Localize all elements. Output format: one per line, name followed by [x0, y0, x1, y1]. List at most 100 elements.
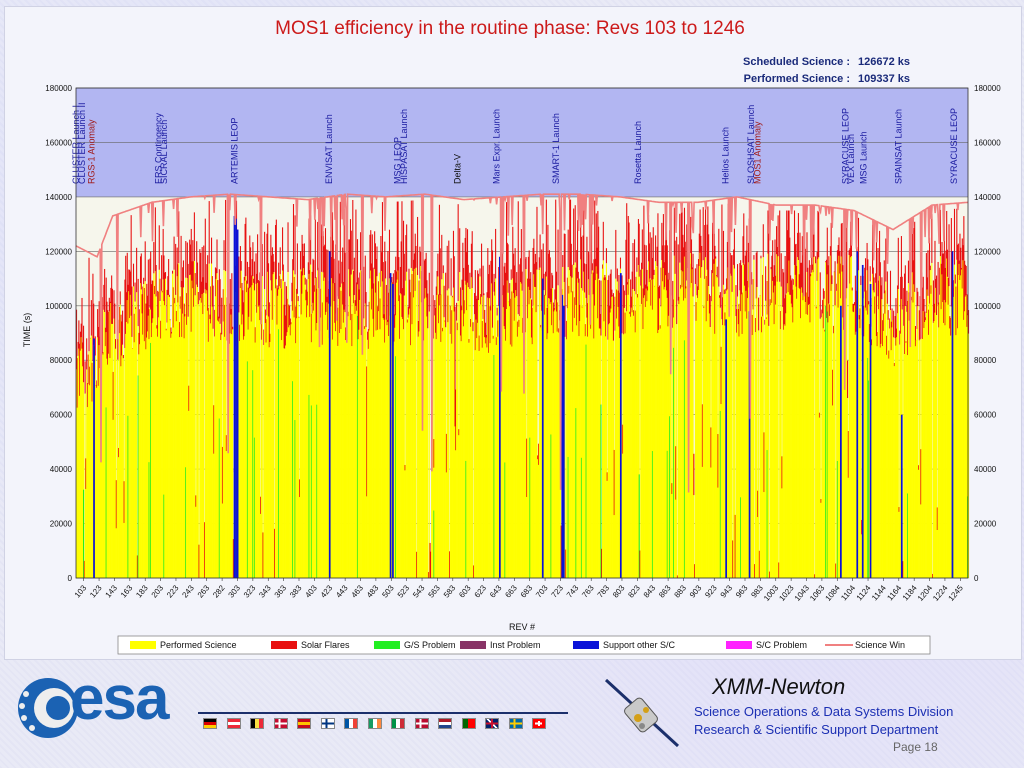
- flare-bar: [754, 564, 756, 578]
- flare-bar: [447, 295, 449, 323]
- flare-bar: [731, 255, 733, 292]
- flare-bar: [257, 280, 259, 307]
- logo-underline: [198, 712, 568, 714]
- performed-bar: [405, 280, 407, 578]
- performed-bar: [324, 277, 326, 578]
- flare-bar: [954, 274, 956, 284]
- performed-bar: [378, 311, 380, 578]
- flare-bar: [608, 275, 610, 325]
- flare-bar: [697, 259, 700, 290]
- flag-ireland-icon: [367, 718, 382, 729]
- flare-bar: [825, 259, 828, 318]
- flare-bar: [651, 237, 653, 280]
- performed-bar: [804, 265, 806, 578]
- flare-bar: [866, 242, 868, 271]
- flare-bar: [502, 285, 504, 308]
- flare-bar: [804, 248, 806, 303]
- performed-bar: [303, 274, 305, 578]
- flare-bar: [207, 255, 209, 311]
- performed-bar: [787, 292, 789, 578]
- flare-bar: [424, 258, 426, 289]
- flare-bar: [851, 287, 853, 291]
- gs-problem-bar: [316, 404, 318, 578]
- flare-bar: [708, 294, 710, 314]
- performed-bar: [744, 285, 746, 578]
- performed-bar: [411, 324, 413, 578]
- performed-bar: [552, 288, 554, 578]
- flare-bar: [757, 490, 759, 518]
- performed-bar: [622, 453, 624, 578]
- flare-bar: [276, 285, 278, 325]
- performed-bar: [445, 472, 447, 578]
- performed-bar: [439, 294, 441, 578]
- flare-bar: [938, 302, 940, 328]
- performed-bar: [608, 324, 610, 578]
- performed-bar: [923, 328, 925, 578]
- performed-bar: [520, 282, 522, 578]
- performed-bar: [76, 407, 78, 578]
- y-tick-label: 100000: [45, 302, 72, 311]
- flare-bar: [353, 270, 355, 304]
- y-tick-label-right: 180000: [974, 84, 1001, 93]
- flare-bar: [253, 278, 255, 283]
- flare-bar: [98, 301, 100, 346]
- performed-bar: [665, 275, 667, 578]
- flare-bar: [566, 320, 568, 340]
- performed-bar: [676, 324, 678, 578]
- performed-bar: [79, 395, 81, 578]
- performed-bar: [488, 352, 490, 578]
- performed-bar: [825, 317, 828, 578]
- flare-bar: [932, 573, 934, 578]
- flare-bar: [83, 560, 85, 578]
- flare-bar: [174, 297, 176, 304]
- performed-bar: [715, 258, 717, 578]
- flare-bar: [203, 245, 205, 293]
- flare-bar: [143, 287, 145, 342]
- performed-bar: [263, 345, 265, 578]
- flare-bar: [308, 218, 310, 274]
- performed-bar: [953, 296, 955, 578]
- performed-bar: [272, 274, 274, 578]
- performed-bar: [759, 295, 761, 578]
- flare-bar: [111, 288, 113, 324]
- xmm-satellite-icon: [604, 678, 680, 748]
- flare-bar: [445, 433, 447, 473]
- x-tick-label: 1084: [823, 583, 842, 603]
- flare-bar: [764, 319, 766, 325]
- flare-bar: [906, 290, 908, 312]
- flare-bar: [175, 243, 177, 295]
- flare-bar: [193, 261, 195, 307]
- performed-bar: [452, 297, 454, 578]
- performed-bar: [581, 307, 583, 578]
- flare-bar: [946, 249, 949, 277]
- flare-bar: [462, 242, 464, 290]
- flare-bar: [247, 287, 249, 330]
- division-text: Science Operations & Data Systems Divisi…: [694, 704, 954, 719]
- performed-bar: [138, 354, 140, 578]
- performed-bar: [173, 269, 175, 578]
- performed-bar: [854, 334, 856, 578]
- flare-bar: [246, 261, 248, 284]
- performed-bar: [582, 290, 584, 578]
- performed-bar: [311, 313, 313, 578]
- flag-spain-icon: [297, 718, 311, 729]
- performed-bar: [466, 282, 469, 578]
- flare-bar: [658, 285, 661, 299]
- x-tick-label: 123: [88, 583, 104, 599]
- performed-bar: [838, 255, 840, 578]
- performed-bar: [872, 273, 874, 578]
- flare-bar: [716, 266, 718, 278]
- flare-bar: [904, 265, 906, 306]
- performed-bar: [936, 315, 938, 578]
- flare-bar: [821, 309, 823, 318]
- flare-bar: [82, 342, 84, 367]
- flare-bar: [526, 438, 528, 497]
- performed-bar: [934, 312, 936, 578]
- performed-bar: [477, 322, 479, 578]
- flare-bar: [292, 259, 294, 311]
- performed-bar: [890, 350, 892, 578]
- flare-bar: [333, 258, 335, 302]
- flare-bar: [557, 229, 559, 286]
- flare-bar: [950, 317, 952, 336]
- flare-bar: [190, 228, 192, 332]
